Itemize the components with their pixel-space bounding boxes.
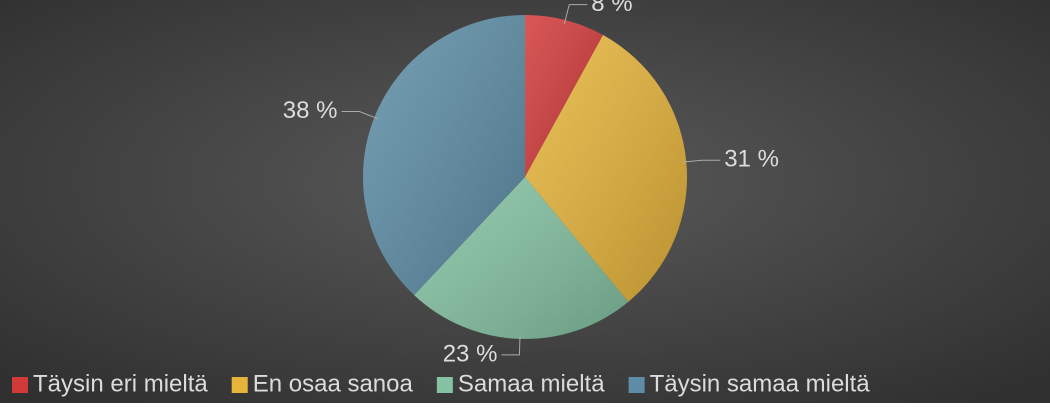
legend-label: Täysin eri mieltä [33, 370, 208, 397]
data-label: 38 % [283, 97, 338, 124]
legend-label: Samaa mieltä [458, 370, 605, 397]
legend-swatch [628, 377, 645, 393]
slice-shade [414, 177, 629, 339]
legend-swatch [436, 377, 453, 393]
legend-swatch [231, 377, 248, 393]
leader-line [501, 334, 521, 356]
data-label: 8 % [591, 0, 632, 17]
legend-label: Täysin samaa mieltä [650, 370, 871, 397]
legend-swatch [12, 377, 28, 393]
slice-shade [525, 35, 688, 302]
legend-label: En osaa sanoa [253, 370, 414, 397]
data-label: 23 % [443, 340, 498, 367]
slice-shade [525, 15, 604, 177]
leader-line [563, 4, 588, 25]
slice-shade [362, 15, 525, 296]
leader-line [341, 110, 379, 120]
leader-line [682, 159, 721, 163]
data-label: 31 % [724, 146, 779, 173]
